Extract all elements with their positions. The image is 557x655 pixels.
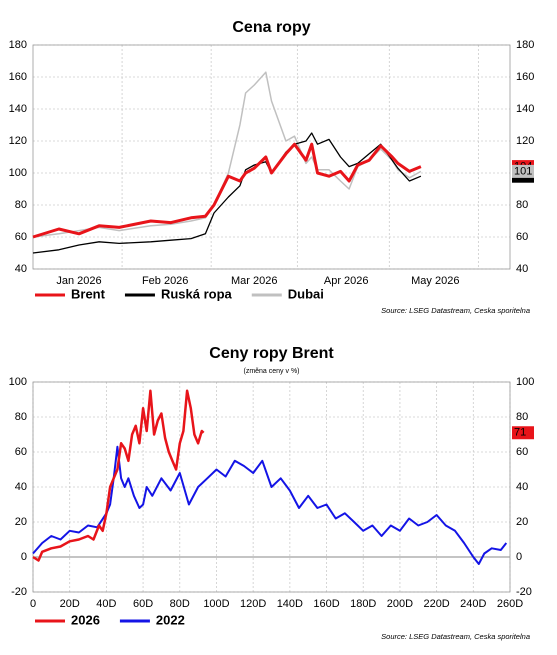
y-tick-label: 120 — [9, 135, 27, 147]
x-tick-label: 160D — [313, 598, 339, 610]
x-tick-label: Jan 2026 — [56, 275, 101, 287]
x-tick-label: Apr 2026 — [324, 275, 369, 287]
series-line — [32, 71, 422, 238]
plot-frame — [32, 381, 511, 593]
x-tick-label: 200D — [387, 598, 413, 610]
x-tick-label: 20D — [60, 598, 80, 610]
series-line — [32, 389, 205, 562]
y-tick-label-right: 80 — [516, 411, 528, 423]
y-tick-label: 40 — [15, 263, 27, 275]
y-tick-label: 80 — [15, 411, 27, 423]
y-tick-label-right: 40 — [516, 263, 528, 275]
legend-label: Ruská ropa — [161, 286, 233, 301]
y-tick-label: 100 — [9, 167, 27, 179]
y-tick-label-right: 120 — [516, 135, 534, 147]
x-tick-label: 240D — [460, 598, 486, 610]
x-tick-label: Feb 2026 — [142, 275, 188, 287]
legend-label: Brent — [71, 286, 106, 301]
y-tick-label-right: 20 — [516, 516, 528, 528]
y-tick-label-right: 60 — [516, 446, 528, 458]
end-label: 101 — [512, 164, 534, 178]
y-tick-label: 0 — [21, 551, 27, 563]
end-label-box — [512, 164, 534, 178]
x-tick-label: May 2026 — [411, 275, 459, 287]
x-tick-label: 140D — [277, 598, 303, 610]
x-tick-label: 220D — [423, 598, 449, 610]
y-tick-label-right: 80 — [516, 199, 528, 211]
y-tick-label-right: -20 — [516, 586, 532, 598]
series-line — [32, 142, 422, 239]
legend-label: 2026 — [71, 612, 100, 627]
y-tick-label-right: 40 — [516, 481, 528, 493]
y-tick-label: 180 — [9, 39, 27, 51]
plot-frame — [32, 44, 511, 270]
y-tick-label-right: 160 — [516, 71, 534, 83]
x-tick-label: 40D — [96, 598, 116, 610]
x-tick-label: 80D — [170, 598, 190, 610]
end-label-box — [512, 426, 534, 440]
y-tick-label: 60 — [15, 231, 27, 243]
legend-label: 2022 — [156, 612, 185, 627]
y-tick-label-right: 180 — [516, 39, 534, 51]
y-tick-label-right: 140 — [516, 103, 534, 115]
source-note: Source: LSEG Datastream, Ceska sporiteln… — [381, 306, 530, 315]
x-tick-label: 260D — [497, 598, 523, 610]
end-label-text: 71 — [514, 427, 526, 439]
x-tick-label: 120D — [240, 598, 266, 610]
y-tick-label: -20 — [11, 586, 27, 598]
series-line — [32, 445, 508, 565]
legend-label: Dubai — [288, 286, 324, 301]
x-tick-label: Mar 2026 — [231, 275, 277, 287]
y-tick-label: 20 — [15, 516, 27, 528]
y-tick-label: 80 — [15, 199, 27, 211]
x-tick-label: 0 — [30, 598, 36, 610]
end-label-text: 101 — [514, 165, 532, 177]
series-line — [32, 132, 422, 254]
chart-subtitle: (změna ceny v %) — [243, 368, 299, 375]
chart-title: Cena ropy — [232, 19, 310, 36]
x-tick-label: 60D — [133, 598, 153, 610]
y-tick-label: 140 — [9, 103, 27, 115]
y-tick-label: 160 — [9, 71, 27, 83]
x-tick-label: 180D — [350, 598, 376, 610]
y-tick-label: 60 — [15, 446, 27, 458]
source-note: Source: LSEG Datastream, Ceska sporiteln… — [381, 632, 530, 641]
y-tick-label: 40 — [15, 481, 27, 493]
y-tick-label: 100 — [9, 376, 27, 388]
y-tick-label-right: 0 — [516, 551, 522, 563]
y-tick-label-right: 60 — [516, 231, 528, 243]
x-tick-label: 100D — [203, 598, 229, 610]
chart-title: Ceny ropy Brent — [209, 345, 334, 362]
y-tick-label-right: 100 — [516, 376, 534, 388]
end-label: 71 — [512, 426, 534, 440]
